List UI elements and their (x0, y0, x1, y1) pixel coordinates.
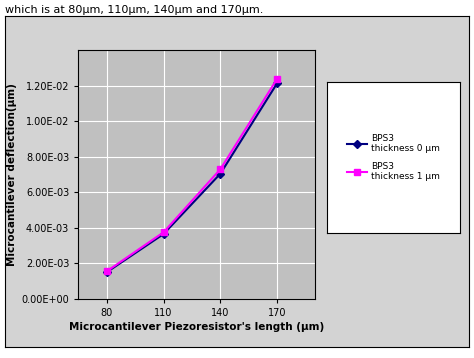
Legend: BPS3
thickness 0 μm, BPS3
thickness 1 μm: BPS3 thickness 0 μm, BPS3 thickness 1 μm (343, 130, 444, 185)
Y-axis label: Microcantilever deflection(μm): Microcantilever deflection(μm) (7, 83, 17, 266)
Text: which is at 80μm, 110μm, 140μm and 170μm.: which is at 80μm, 110μm, 140μm and 170μm… (5, 5, 263, 15)
X-axis label: Microcantilever Piezoresistor's length (μm): Microcantilever Piezoresistor's length (… (69, 322, 324, 332)
